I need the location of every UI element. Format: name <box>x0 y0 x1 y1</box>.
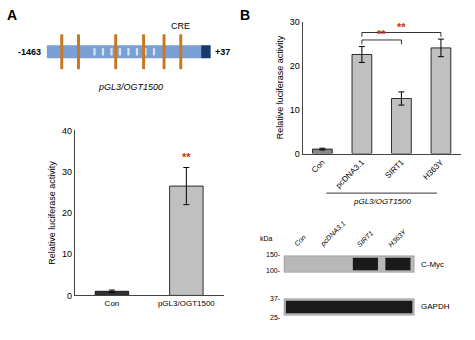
svg-text:100-: 100- <box>266 267 281 274</box>
svg-text:25-: 25- <box>270 314 281 321</box>
svg-text:Con: Con <box>105 299 120 308</box>
svg-text:Relative luciferase activity: Relative luciferase activity <box>47 161 57 265</box>
svg-text:0: 0 <box>67 291 72 301</box>
svg-text:CRE: CRE <box>171 21 190 31</box>
svg-text:0: 0 <box>295 149 300 159</box>
svg-text:**: ** <box>377 28 386 40</box>
svg-text:150-: 150- <box>266 251 281 258</box>
svg-text:pGL3/OGT1500: pGL3/OGT1500 <box>98 82 163 92</box>
svg-text:SIRT1: SIRT1 <box>356 229 375 248</box>
svg-text:37-: 37- <box>270 295 281 302</box>
svg-text:Con: Con <box>293 233 307 247</box>
svg-text:pGL3/OGT1500: pGL3/OGT1500 <box>353 197 411 206</box>
svg-text:**: ** <box>397 21 406 33</box>
svg-text:30: 30 <box>290 17 300 27</box>
svg-text:10: 10 <box>62 249 72 259</box>
svg-text:10: 10 <box>290 105 300 115</box>
svg-text:40: 40 <box>62 126 72 136</box>
svg-text:30: 30 <box>62 167 72 177</box>
svg-text:pcDNA3.1: pcDNA3.1 <box>334 158 367 191</box>
svg-text:+37: +37 <box>215 47 230 57</box>
svg-text:SIRT1: SIRT1 <box>383 158 406 181</box>
svg-text:H363Y: H363Y <box>422 158 446 182</box>
svg-text:-1463: -1463 <box>18 47 41 57</box>
svg-text:B: B <box>240 7 250 23</box>
svg-text:**: ** <box>182 151 191 163</box>
svg-text:GAPDH: GAPDH <box>421 302 450 311</box>
svg-text:20: 20 <box>290 61 300 71</box>
svg-text:Relative luciferase activity: Relative luciferase activity <box>275 35 285 139</box>
svg-text:H363Y: H363Y <box>387 227 408 248</box>
svg-text:A: A <box>7 7 17 23</box>
svg-text:Con: Con <box>310 158 327 175</box>
svg-text:C-Myc: C-Myc <box>421 260 444 269</box>
svg-text:pGL3/OGT1500: pGL3/OGT1500 <box>158 299 215 308</box>
svg-text:pcDNA3.1: pcDNA3.1 <box>318 220 347 249</box>
svg-text:kDa: kDa <box>260 235 273 242</box>
svg-text:20: 20 <box>62 208 72 218</box>
